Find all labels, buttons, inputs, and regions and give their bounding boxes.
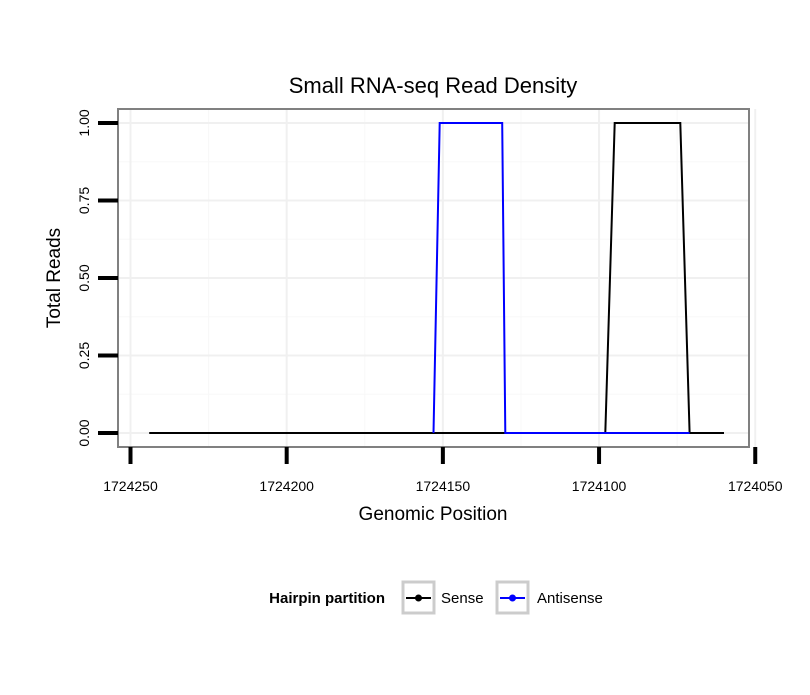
x-tick-label: 1724150 [416, 478, 471, 494]
x-tick-label: 1724100 [572, 478, 627, 494]
chart-title: Small RNA-seq Read Density [289, 73, 578, 98]
x-axis-label: Genomic Position [359, 504, 508, 525]
y-tick-label: 1.00 [76, 109, 92, 136]
legend-marker-sense [415, 594, 422, 602]
series-line-antisense [432, 122, 690, 434]
legend-title: Hairpin partition [269, 590, 385, 607]
series-layer [149, 122, 724, 434]
x-axis: 1724250 1724200 1724150 1724100 1724050 [103, 447, 783, 494]
y-tick-label: 0.75 [76, 187, 92, 214]
legend-label-antisense: Antisense [537, 590, 603, 607]
y-tick-label: 0.25 [76, 342, 92, 369]
y-axis: 0.00 0.25 0.50 0.75 1.00 [76, 109, 118, 447]
legend: Hairpin partition Sense Antisense [269, 580, 603, 615]
y-tick-label: 0.00 [76, 419, 92, 446]
legend-marker-antisense [509, 594, 516, 602]
x-tick-label: 1724050 [728, 478, 783, 494]
x-tick-label: 1724200 [259, 478, 314, 494]
y-axis-label: Total Reads [44, 228, 65, 328]
legend-label-sense: Sense [441, 590, 484, 607]
y-tick-label: 0.50 [76, 264, 92, 291]
x-tick-label: 1724250 [103, 478, 158, 494]
